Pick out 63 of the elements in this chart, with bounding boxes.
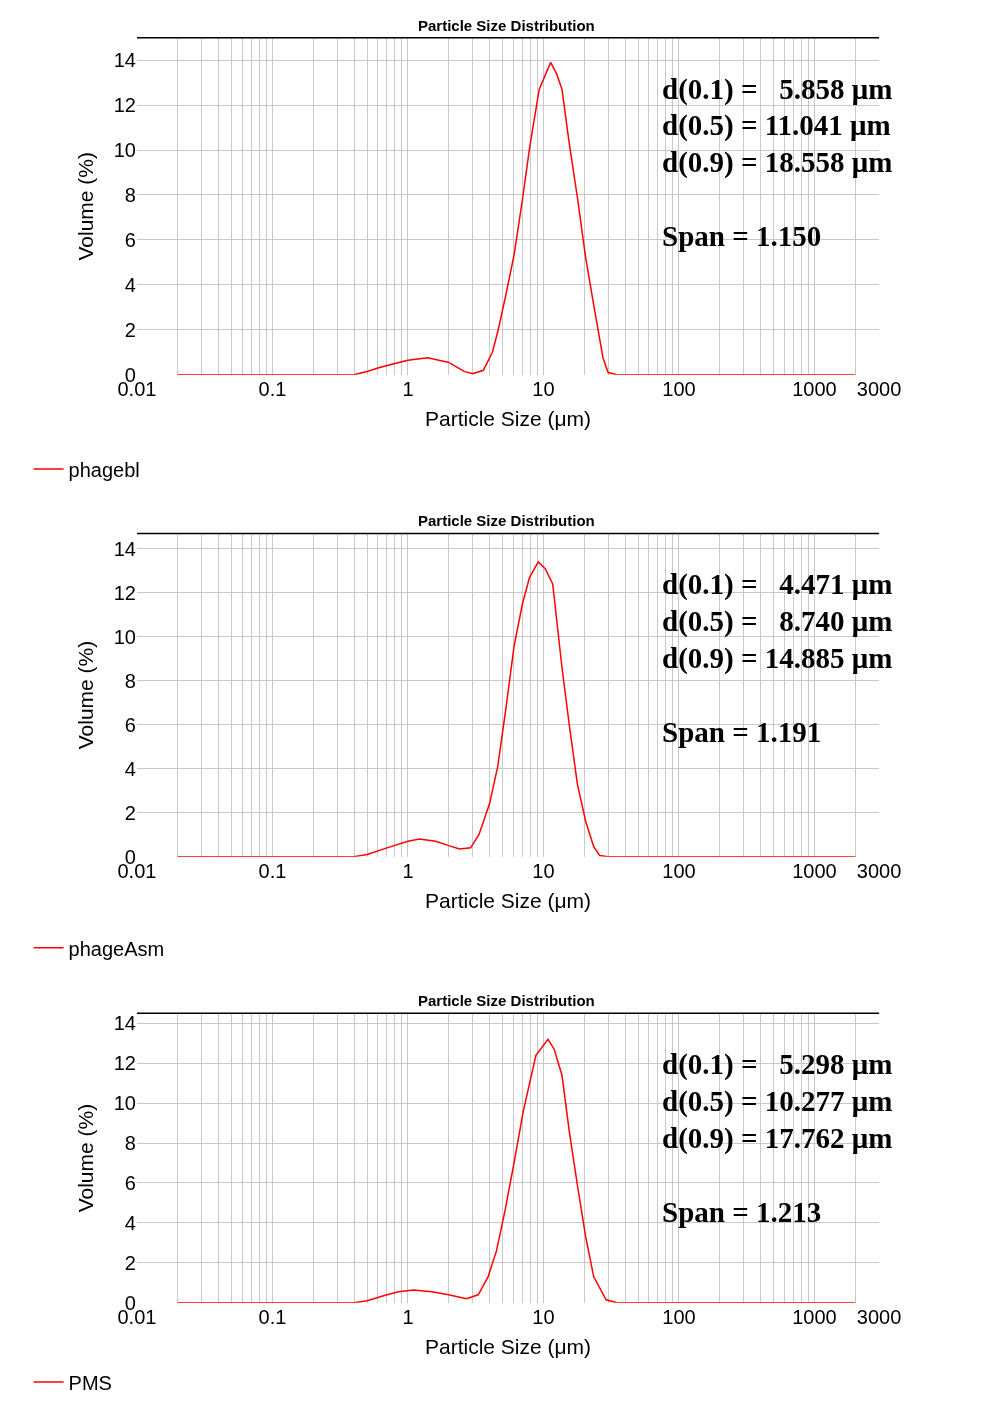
annotation: Span = 1.213 [662,1196,822,1228]
x-tick-label: 1 [402,1305,414,1328]
x-tick-label: 100 [662,1305,696,1328]
y-tick-label: 12 [113,581,136,604]
y-tick-label: 10 [113,139,136,162]
x-tick-label: 3000 [856,377,902,400]
y-tick-label: 2 [124,318,136,341]
y-axis-title: Volume (%) [73,151,97,261]
y-tick-label: 2 [124,1251,136,1274]
y-tick-label: 12 [113,94,136,117]
x-tick-label: 0.1 [258,1305,287,1328]
y-tick-label: 6 [124,713,136,736]
y-tick-label: 4 [124,757,136,780]
x-tick-label: 10 [532,1305,555,1328]
y-tick-label: 8 [124,183,136,206]
chart-title: Particle Size Distribution [418,17,595,34]
annotation: d(0.1) = 4.471 μm [662,568,893,601]
x-tick-label: 3000 [856,1305,902,1328]
x-tick-label: 100 [662,377,696,400]
y-tick-label: 6 [124,228,136,251]
y-tick-label: 14 [113,1012,136,1035]
annotation: d(0.1) = 5.858 μm [662,73,893,106]
annotation: d(0.9) = 18.558 μm [662,146,893,179]
x-tick-label: 3000 [856,859,902,882]
annotation: d(0.5) = 10.277 μm [662,1085,893,1118]
annotation: d(0.5) = 11.041 μm [662,109,891,142]
y-axis-title: Volume (%) [73,640,97,750]
y-tick-label: 2 [124,801,136,824]
legend-label: phageAsm [68,937,165,960]
x-tick-label: 1000 [792,377,837,400]
x-tick-label: 0.1 [258,377,287,400]
x-tick-label: 1 [402,859,414,882]
legend-label: phagebl [68,458,140,481]
x-axis-title: Particle Size (μm) [424,1334,592,1358]
y-tick-label: 4 [124,1211,136,1234]
annotation: d(0.1) = 5.298 μm [662,1048,893,1081]
chart-title: Particle Size Distribution [418,992,595,1009]
x-axis-title: Particle Size (μm) [424,888,592,912]
y-tick-label: 12 [113,1052,136,1075]
legend-label: PMS [68,1371,112,1394]
y-tick-label: 8 [124,1132,136,1155]
y-axis-title: Volume (%) [73,1103,97,1213]
y-tick-label: 6 [124,1172,136,1194]
x-tick-label: 10 [532,377,555,400]
annotation: Span = 1.150 [662,220,822,252]
x-tick-label: 100 [662,859,696,882]
x-tick-label: 10 [532,859,555,882]
y-tick-label: 10 [113,1092,136,1115]
x-tick-label: 1000 [792,1305,837,1328]
x-axis-title: Particle Size (μm) [424,406,592,430]
y-tick-label: 14 [113,49,136,72]
x-tick-label: 1 [402,377,414,400]
y-tick-label: 14 [113,537,136,560]
x-tick-label: 1000 [792,859,837,882]
annotation: d(0.9) = 17.762 μm [662,1122,893,1155]
y-tick-label: 8 [124,669,136,692]
annotation: d(0.5) = 8.740 μm [662,605,893,638]
x-tick-label: 0.1 [258,859,287,882]
annotation: d(0.9) = 14.885 μm [662,642,893,675]
annotation: Span = 1.191 [662,716,822,748]
y-tick-label: 4 [124,273,136,296]
y-tick-label: 10 [113,625,136,648]
chart-title: Particle Size Distribution [418,512,595,529]
